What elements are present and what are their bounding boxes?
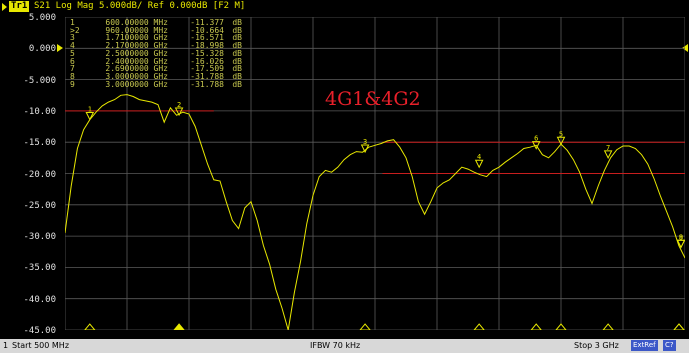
marker-label: 1 bbox=[88, 106, 92, 114]
y-tick-label: -20.00 bbox=[23, 169, 56, 180]
y-tick-label: -35.00 bbox=[23, 263, 56, 274]
start-frequency[interactable]: Start 500 MHz bbox=[12, 341, 70, 350]
marker-value: -10.664 bbox=[190, 25, 224, 35]
reference-level-arrow-icon[interactable] bbox=[57, 44, 63, 52]
y-tick-label: -10.00 bbox=[23, 106, 56, 117]
marker-row[interactable]: 6 2.4000000 GHz -16.026 dB bbox=[70, 56, 242, 66]
y-tick-label: 0.000 bbox=[28, 44, 56, 55]
ifbw-value[interactable]: IFBW 70 kHz bbox=[310, 341, 361, 350]
marker-row[interactable]: >2 960.00000 MHz -10.664 dB bbox=[70, 25, 242, 35]
marker-label: 3 bbox=[363, 138, 367, 146]
reference-level-right-arrow-icon bbox=[682, 44, 688, 52]
marker-value: -15.328 bbox=[190, 48, 224, 58]
marker-row[interactable]: 7 2.6900000 GHz -17.509 dB bbox=[70, 65, 242, 73]
marker-value: -31.788 bbox=[190, 71, 224, 81]
marker-freq: 3.0000000 GHz bbox=[105, 71, 168, 81]
marker-id: 9 bbox=[70, 79, 75, 89]
marker-position-triangle bbox=[359, 323, 371, 330]
marker-unit: dB bbox=[232, 18, 242, 27]
marker-value: -16.571 bbox=[190, 33, 224, 43]
marker-freq: 1.7100000 GHz bbox=[105, 33, 168, 43]
marker-row[interactable]: 4 2.1700000 GHz -18.998 dB bbox=[70, 42, 242, 50]
marker-label: 8 bbox=[679, 233, 683, 241]
trace-label[interactable]: Tr1 bbox=[9, 1, 30, 12]
marker-value: -31.788 bbox=[190, 79, 224, 89]
marker-id: 5 bbox=[70, 48, 75, 58]
marker-triangle bbox=[174, 107, 184, 117]
marker-freq: 2.6900000 GHz bbox=[105, 64, 168, 74]
marker-triangle bbox=[474, 159, 484, 169]
marker-id: 6 bbox=[70, 56, 75, 66]
marker-value: -18.998 bbox=[190, 41, 224, 51]
marker-unit: dB bbox=[232, 56, 242, 66]
marker-unit: dB bbox=[232, 64, 242, 74]
stop-frequency[interactable]: Stop 3 GHz bbox=[574, 341, 619, 350]
marker-id: 4 bbox=[70, 41, 75, 51]
cal-badge: C? bbox=[663, 340, 676, 351]
marker-id: 3 bbox=[70, 33, 75, 43]
marker-value: -16.026 bbox=[190, 56, 224, 66]
marker-label: 5 bbox=[559, 130, 563, 138]
marker-label: 2 bbox=[177, 101, 181, 109]
band-annotation: 4G1&4G2 bbox=[325, 88, 421, 110]
marker-id: 7 bbox=[70, 64, 75, 74]
marker-unit: dB bbox=[232, 48, 242, 58]
title-bar: Tr1 S21 Log Mag 5.000dB/ Ref 0.000dB [F2… bbox=[0, 0, 689, 13]
trace-line bbox=[65, 94, 685, 330]
extref-badge: ExtRef bbox=[631, 340, 658, 351]
marker-id: 8 bbox=[70, 71, 75, 81]
y-tick-label: -40.00 bbox=[23, 294, 56, 305]
marker-row[interactable]: 3 1.7100000 GHz -16.571 dB bbox=[70, 34, 242, 42]
marker-triangle bbox=[603, 150, 613, 160]
y-tick-label: -30.00 bbox=[23, 232, 56, 243]
marker-row[interactable]: 9 3.0000000 GHz -31.788 dB bbox=[70, 79, 242, 89]
marker-freq: 2.1700000 GHz bbox=[105, 41, 168, 51]
marker-position-triangle bbox=[84, 323, 96, 330]
marker-position-triangle bbox=[473, 323, 485, 330]
channel-number: 1 bbox=[3, 341, 9, 350]
marker-row[interactable]: 5 2.5000000 GHz -15.328 dB bbox=[70, 48, 242, 58]
marker-triangle bbox=[360, 144, 370, 154]
y-tick-label: -25.00 bbox=[23, 200, 56, 211]
active-trace-arrow-icon bbox=[2, 3, 7, 11]
marker-freq: 2.4000000 GHz bbox=[105, 56, 168, 66]
marker-label: 4 bbox=[477, 153, 481, 161]
marker-position-triangle bbox=[530, 323, 542, 330]
y-tick-label: -15.00 bbox=[23, 138, 56, 149]
marker-position-triangle bbox=[173, 323, 185, 330]
marker-freq: 3.0000000 GHz bbox=[105, 79, 168, 89]
y-tick-label: -45.00 bbox=[23, 326, 56, 336]
marker-id: >2 bbox=[70, 25, 80, 35]
marker-row[interactable]: 8 3.0000000 GHz -31.788 dB bbox=[70, 73, 242, 81]
marker-triangle bbox=[531, 141, 541, 150]
marker-freq: 600.00000 MHz bbox=[105, 18, 168, 27]
marker-table: 1 600.00000 MHz -11.377 dB >2 960.00000 MHz -1… bbox=[70, 19, 242, 88]
marker-label: 6 bbox=[534, 135, 538, 143]
y-tick-label: 5.000 bbox=[28, 13, 56, 23]
marker-unit: dB bbox=[232, 25, 242, 35]
marker-unit: dB bbox=[232, 71, 242, 81]
marker-unit: dB bbox=[232, 79, 242, 89]
marker-position-triangle bbox=[602, 323, 614, 330]
marker-freq: 2.5000000 GHz bbox=[105, 48, 168, 58]
status-bar: 1 Start 500 MHz IFBW 70 kHz Stop 3 GHz E… bbox=[0, 339, 689, 353]
marker-position-triangle bbox=[673, 323, 685, 330]
marker-label: 9 bbox=[679, 233, 683, 241]
y-tick-label: -5.000 bbox=[23, 75, 56, 86]
marker-value: -11.377 bbox=[190, 18, 224, 27]
marker-row[interactable]: 1 600.00000 MHz -11.377 dB bbox=[70, 19, 242, 27]
marker-label: 7 bbox=[606, 144, 610, 152]
marker-unit: dB bbox=[232, 33, 242, 43]
marker-triangle bbox=[556, 136, 566, 146]
marker-id: 1 bbox=[70, 18, 75, 27]
marker-position-triangle bbox=[555, 323, 567, 330]
marker-value: -17.509 bbox=[190, 64, 224, 74]
marker-triangle bbox=[85, 112, 95, 121]
marker-unit: dB bbox=[232, 41, 242, 51]
marker-freq: 960.00000 MHz bbox=[105, 25, 168, 35]
marker-triangle bbox=[676, 239, 685, 249]
trace-header: S21 Log Mag 5.000dB/ Ref 0.000dB [F2 M] bbox=[34, 1, 246, 11]
